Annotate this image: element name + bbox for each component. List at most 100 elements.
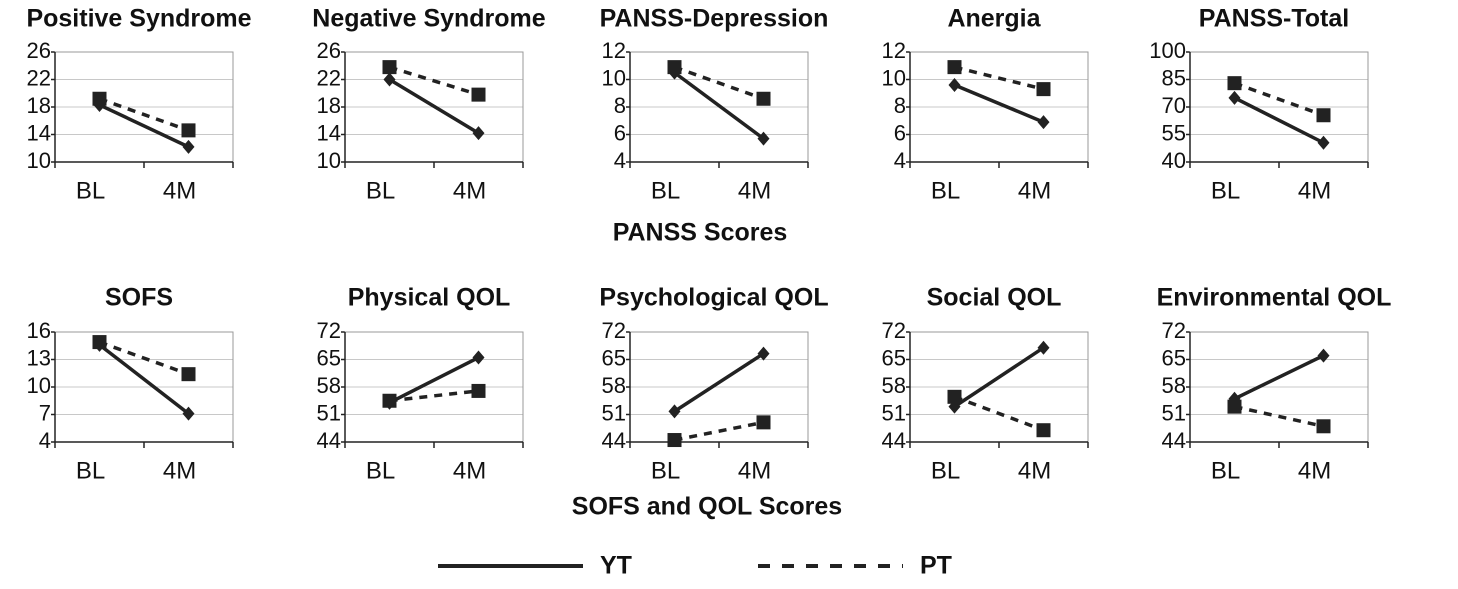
series-line (98, 97, 190, 133)
x-tick-label: 4M (453, 457, 486, 484)
x-tick-label: BL (366, 177, 395, 204)
chart-title: PANSS-Total (1199, 5, 1349, 33)
y-tick-label: 58 (602, 373, 626, 398)
y-tick-label: 4 (39, 428, 51, 453)
y-tick-label: 26 (317, 38, 341, 63)
y-tick-label: 51 (602, 400, 626, 425)
y-tick-label: 10 (602, 65, 626, 90)
marker-diamond (182, 406, 195, 421)
y-tick-label: 22 (27, 65, 51, 90)
y-tick-label: 58 (882, 373, 906, 398)
marker-square (92, 91, 107, 106)
y-tick-label: 10 (317, 148, 341, 173)
marker-square (1316, 419, 1331, 434)
x-tick-label: 4M (453, 177, 486, 204)
y-tick-label: 8 (894, 93, 906, 118)
chart-title: SOFS (105, 284, 173, 312)
section-label: PANSS Scores (613, 219, 788, 247)
section-label: SOFS and QOL Scores (572, 493, 842, 521)
chart-title: Negative Syndrome (312, 5, 546, 33)
series-line (953, 395, 1045, 432)
marker-diamond (668, 404, 681, 419)
y-tick-label: 22 (317, 65, 341, 90)
marker-square (382, 60, 397, 75)
series-line (1233, 81, 1325, 117)
marker-square (1036, 82, 1051, 97)
series-line (388, 65, 480, 97)
series-line (388, 78, 480, 135)
y-tick-label: 18 (27, 93, 51, 118)
marker-square (947, 60, 962, 75)
y-tick-label: 26 (27, 38, 51, 63)
series-line (673, 71, 765, 141)
y-tick-label: 10 (27, 148, 51, 173)
y-tick-label: 10 (27, 373, 51, 398)
y-tick-label: 51 (882, 400, 906, 425)
x-tick-label: BL (931, 457, 960, 484)
y-tick-label: 72 (882, 318, 906, 343)
marker-diamond (757, 131, 770, 146)
y-tick-label: 44 (882, 428, 906, 453)
marker-diamond (1317, 135, 1330, 150)
x-tick-label: 4M (163, 457, 196, 484)
x-tick-label: BL (651, 457, 680, 484)
marker-square (947, 389, 962, 404)
x-tick-label: 4M (1298, 177, 1331, 204)
marker-diamond (1228, 90, 1241, 105)
marker-diamond (1317, 348, 1330, 363)
x-tick-label: BL (931, 177, 960, 204)
series-line (673, 65, 765, 101)
marker-square (382, 393, 397, 408)
marker-diamond (757, 346, 770, 361)
y-tick-label: 7 (39, 400, 51, 425)
marker-square (92, 335, 107, 350)
marker-square (1227, 76, 1242, 91)
series-line (673, 352, 765, 413)
y-tick-label: 58 (317, 373, 341, 398)
y-tick-label: 100 (1149, 38, 1186, 63)
y-tick-label: 55 (1162, 120, 1186, 145)
x-tick-label: BL (76, 177, 105, 204)
y-tick-label: 40 (1162, 148, 1186, 173)
x-tick-label: 4M (163, 177, 196, 204)
series-line (674, 420, 764, 442)
chart-title: Environmental QOL (1157, 284, 1392, 312)
y-tick-label: 85 (1162, 65, 1186, 90)
x-tick-label: 4M (738, 177, 771, 204)
y-tick-label: 72 (317, 318, 341, 343)
marker-diamond (948, 78, 961, 92)
x-tick-label: 4M (1018, 177, 1051, 204)
y-tick-label: 65 (317, 345, 341, 370)
y-tick-label: 51 (317, 400, 341, 425)
marker-square (471, 383, 486, 398)
y-tick-label: 72 (1162, 318, 1186, 343)
marker-diamond (1037, 340, 1050, 355)
x-tick-label: BL (76, 457, 105, 484)
series-line (1233, 96, 1325, 145)
y-tick-label: 65 (602, 345, 626, 370)
x-tick-label: 4M (738, 457, 771, 484)
y-tick-label: 10 (882, 65, 906, 90)
y-tick-label: 6 (894, 120, 906, 145)
y-tick-label: 4 (894, 148, 906, 173)
x-tick-label: BL (1211, 177, 1240, 204)
y-tick-label: 44 (602, 428, 626, 453)
y-tick-label: 51 (1162, 400, 1186, 425)
y-tick-label: 65 (882, 345, 906, 370)
x-tick-label: BL (651, 177, 680, 204)
marker-diamond (472, 350, 485, 365)
y-tick-label: 65 (1162, 345, 1186, 370)
legend-label: PT (920, 552, 952, 580)
marker-diamond (472, 126, 485, 141)
y-tick-label: 44 (1162, 428, 1186, 453)
legend-label: YT (600, 552, 632, 580)
y-tick-label: 13 (27, 345, 51, 370)
y-tick-label: 8 (614, 93, 626, 118)
y-tick-label: 16 (27, 318, 51, 343)
series-line (98, 343, 190, 415)
y-tick-label: 14 (27, 120, 51, 145)
series-line (98, 340, 190, 376)
marker-diamond (182, 139, 195, 154)
marker-diamond (1037, 115, 1050, 130)
